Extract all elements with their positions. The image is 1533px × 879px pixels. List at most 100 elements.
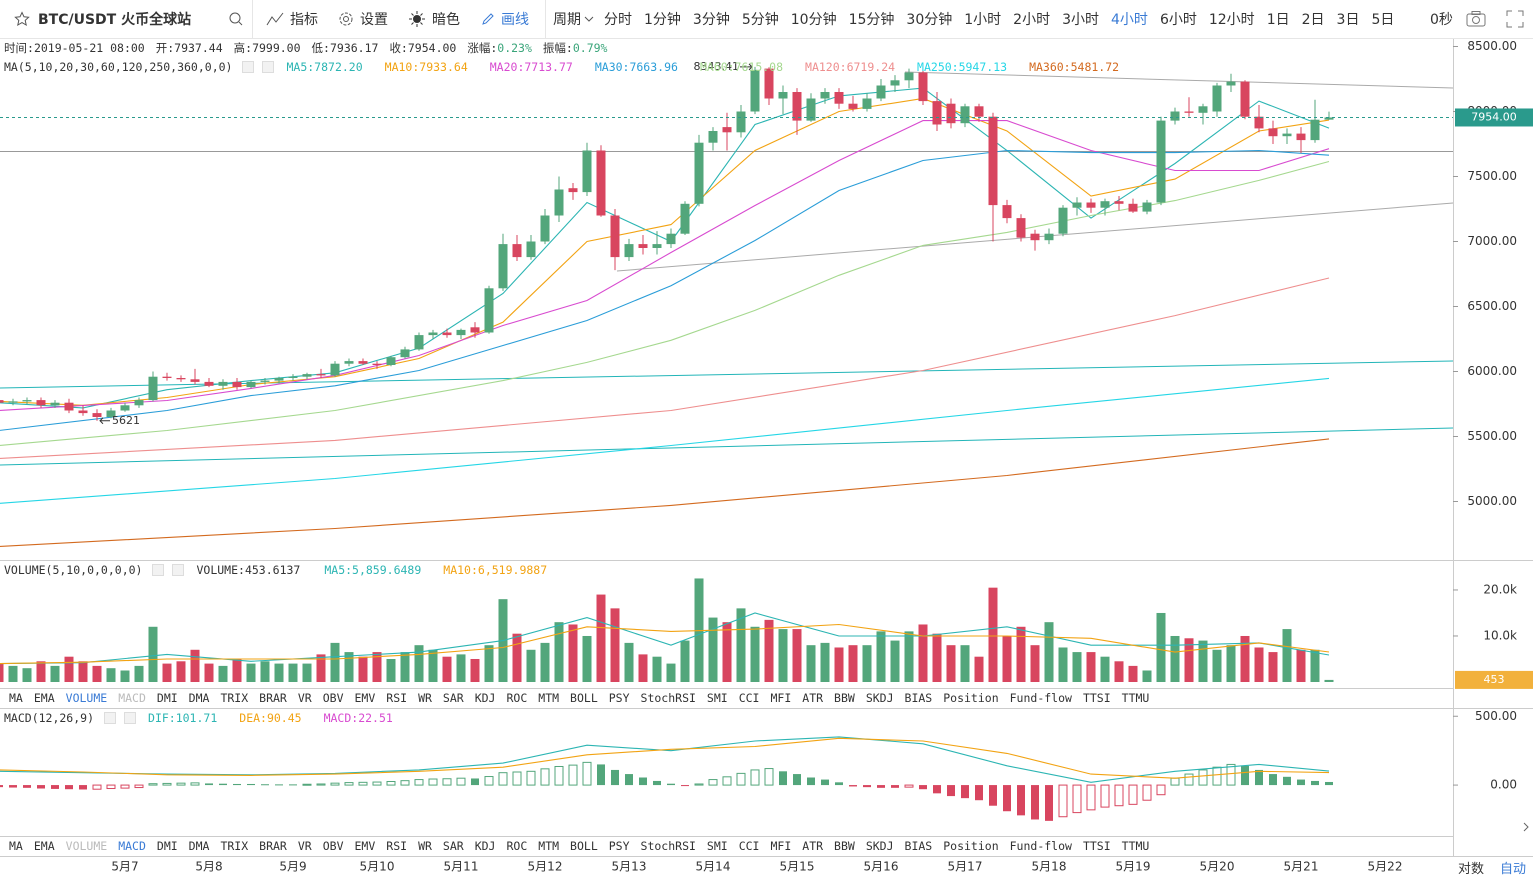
indicator-tab[interactable]: MACD xyxy=(118,839,146,853)
period[interactable]: 3日 xyxy=(1336,12,1360,28)
period[interactable]: 10分钟 xyxy=(790,12,837,28)
indicator-tab[interactable]: OBV xyxy=(322,691,344,705)
indicator-tab[interactable]: StochRSI xyxy=(640,691,696,705)
indicator-tab[interactable]: KDJ xyxy=(474,691,496,705)
period[interactable]: 15分钟 xyxy=(848,12,895,28)
scroll-arrow[interactable] xyxy=(1523,822,1529,832)
indicator-tab[interactable]: TRIX xyxy=(220,691,249,705)
indicator-tab[interactable]: MTM xyxy=(538,691,560,705)
indicator-tab[interactable]: MFI xyxy=(770,839,792,853)
period[interactable]: 2日 xyxy=(1301,12,1325,28)
indicator-tab[interactable]: SAR xyxy=(442,691,464,705)
period[interactable]: 12小时 xyxy=(1208,12,1255,28)
tool[interactable]: 指标 xyxy=(266,0,318,38)
log-toggle[interactable]: 对数 xyxy=(1458,861,1485,877)
indicator-tab[interactable]: SMI xyxy=(706,839,728,853)
indicator-tab[interactable]: ROC xyxy=(506,839,528,853)
indicator-tab[interactable]: DMA xyxy=(188,839,210,853)
indicator-tab[interactable]: MA xyxy=(9,839,23,853)
indicator-tab[interactable]: ATR xyxy=(802,839,824,853)
symbol-group[interactable]: BTC/USDT 火币全球站 xyxy=(14,0,191,38)
indicator-tab[interactable]: SMI xyxy=(706,691,728,705)
indicator-tab[interactable]: Fund-flow xyxy=(1009,691,1072,705)
indicator-tab[interactable]: EMV xyxy=(354,839,376,853)
indicator-tab[interactable]: ROC xyxy=(506,691,528,705)
period[interactable]: 5日 xyxy=(1371,12,1395,28)
period[interactable]: 1日 xyxy=(1266,12,1290,28)
indicator-tab[interactable]: BRAR xyxy=(259,691,287,705)
indicator-tab[interactable]: VR xyxy=(297,839,312,853)
camera-icon[interactable] xyxy=(1466,10,1486,28)
indicator-tab[interactable]: EMA xyxy=(33,691,55,705)
indicator-tab[interactable]: BBW xyxy=(834,691,855,705)
indicator-tab[interactable]: KDJ xyxy=(474,839,496,853)
settings-icon[interactable] xyxy=(152,564,165,576)
indicator-tab[interactable]: BOLL xyxy=(570,691,598,705)
indicator-tab[interactable]: MFI xyxy=(770,691,792,705)
indicator-tab[interactable]: VR xyxy=(297,691,312,705)
period[interactable]: 6小时 xyxy=(1159,12,1197,28)
tool[interactable]: 暗色 xyxy=(408,0,460,38)
settings-icon[interactable] xyxy=(242,61,255,73)
indicator-tab[interactable]: WR xyxy=(418,691,432,705)
period[interactable]: 5分钟 xyxy=(741,12,779,28)
indicator-tab[interactable]: Fund-flow xyxy=(1009,839,1072,853)
indicator-tab[interactable]: BIAS xyxy=(904,691,933,705)
tool[interactable]: 画线 xyxy=(481,0,529,38)
indicator-tab[interactable]: VOLUME xyxy=(65,839,108,853)
search-icon[interactable] xyxy=(228,11,244,27)
indicator-tab[interactable]: RSI xyxy=(386,839,408,853)
period[interactable]: 30分钟 xyxy=(906,12,953,28)
indicator-tab[interactable]: PSY xyxy=(608,839,630,853)
volume-bar xyxy=(918,624,928,682)
indicator-tab[interactable]: DMI xyxy=(156,839,178,853)
indicator-tab[interactable]: CCI xyxy=(738,839,760,853)
period-menu[interactable]: 周期 xyxy=(553,0,594,38)
period[interactable]: 2小时 xyxy=(1013,12,1051,28)
indicator-tab[interactable]: MA xyxy=(9,691,23,705)
indicator-tab[interactable]: TTSI xyxy=(1082,839,1111,853)
indicator-tab[interactable]: PSY xyxy=(608,691,630,705)
period[interactable]: 分时 xyxy=(604,12,632,28)
indicator-tab[interactable]: RSI xyxy=(386,691,408,705)
settings-icon[interactable] xyxy=(104,712,117,724)
indicator-tab[interactable]: DMA xyxy=(188,691,210,705)
indicator-tab[interactable]: BRAR xyxy=(259,839,287,853)
tool[interactable]: 设置 xyxy=(338,0,388,38)
indicator-tab[interactable]: BOLL xyxy=(570,839,598,853)
x-tick-label: 5月15 xyxy=(780,860,815,874)
indicator-tab[interactable]: MACD xyxy=(118,691,146,705)
indicator-tab[interactable]: EMV xyxy=(354,691,376,705)
close-icon[interactable] xyxy=(172,564,185,576)
period[interactable]: 1分钟 xyxy=(644,12,681,28)
indicator-tab[interactable]: TTSI xyxy=(1082,691,1111,705)
indicator-tab[interactable]: VOLUME xyxy=(65,691,108,705)
indicator-tab[interactable]: OBV xyxy=(322,839,344,853)
indicator-tab[interactable]: MTM xyxy=(538,839,560,853)
indicator-tab[interactable]: Position xyxy=(943,839,999,853)
indicator-tab[interactable]: TTMU xyxy=(1121,839,1150,853)
fullscreen-icon[interactable] xyxy=(1506,10,1524,28)
indicator-tab[interactable]: EMA xyxy=(33,839,55,853)
star-icon[interactable] xyxy=(14,11,30,27)
indicator-tab[interactable]: WR xyxy=(418,839,432,853)
indicator-tab[interactable]: CCI xyxy=(738,691,760,705)
indicator-tab[interactable]: SKDJ xyxy=(865,839,894,853)
indicator-tab[interactable]: BIAS xyxy=(904,839,933,853)
indicator-tab[interactable]: Position xyxy=(943,691,999,705)
indicator-tab[interactable]: DMI xyxy=(156,691,178,705)
indicator-tab[interactable]: TTMU xyxy=(1121,691,1150,705)
indicator-tab[interactable]: BBW xyxy=(834,839,855,853)
auto-toggle[interactable]: 自动 xyxy=(1500,861,1527,877)
indicator-tab[interactable]: SAR xyxy=(442,839,464,853)
period[interactable]: 4小时 xyxy=(1111,12,1148,28)
period[interactable]: 3分钟 xyxy=(692,12,730,28)
indicator-tab[interactable]: ATR xyxy=(802,691,824,705)
indicator-tab[interactable]: SKDJ xyxy=(865,691,894,705)
period[interactable]: 3小时 xyxy=(1062,12,1100,28)
close-icon[interactable] xyxy=(124,712,137,724)
close-icon[interactable] xyxy=(262,61,275,73)
period[interactable]: 1小时 xyxy=(964,12,1002,28)
indicator-tab[interactable]: StochRSI xyxy=(640,839,696,853)
indicator-tab[interactable]: TRIX xyxy=(220,839,249,853)
